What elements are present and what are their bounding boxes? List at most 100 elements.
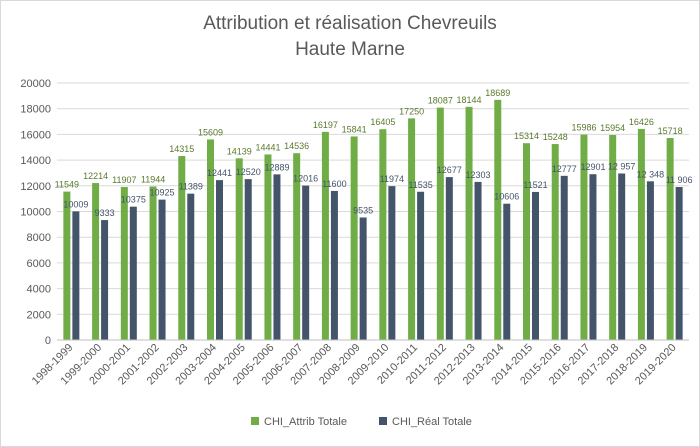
data-label: 15841 [342,124,367,134]
bar-real [359,217,367,340]
bar-attrib [92,183,100,340]
y-tick-label: 18000 [20,104,51,116]
y-tick-label: 2000 [27,309,51,321]
chart-subtitle: Haute Marne [295,39,405,60]
data-label: 11535 [408,180,432,190]
data-label: 14441 [255,142,280,152]
data-label: 11521 [523,180,547,190]
data-label: 9333 [95,208,115,218]
data-label: 15986 [571,123,596,133]
data-label: 11389 [179,182,203,192]
y-tick-label: 6000 [27,258,51,270]
legend-label-real: CHI_Réal Totale [392,416,472,428]
bar-attrib [63,191,71,340]
bar-attrib [235,158,243,340]
bar-attrib [436,107,444,340]
bar-real [675,187,683,340]
bar-attrib [264,154,272,340]
bar-real [646,181,654,340]
data-label: 15609 [198,127,223,137]
bar-real [302,185,310,340]
bar-attrib [551,144,559,340]
data-label: 15314 [514,131,539,141]
data-label: 10606 [494,192,519,202]
y-tick-label: 8000 [27,232,51,244]
data-label: 11907 [112,175,136,185]
bar-real [330,190,338,340]
data-label: 12777 [552,164,577,174]
data-label: 12441 [207,168,232,178]
bar-real [72,211,80,340]
bar-real [187,193,195,340]
y-tick-label: 16000 [20,129,51,141]
bar-real [244,179,252,340]
data-label: 14139 [227,146,252,156]
data-label: 11600 [322,179,346,189]
bar-real [417,191,425,340]
data-label: 12303 [466,170,491,180]
data-label: 11944 [141,175,165,185]
bar-real [445,177,453,340]
data-label: 10925 [150,188,175,198]
data-label: 11549 [55,180,79,190]
bar-real [532,191,539,340]
y-tick-label: 10000 [20,207,51,219]
data-label: 10375 [121,195,146,205]
data-label: 16426 [629,117,654,127]
bar-real [216,180,223,340]
bar-attrib [379,129,387,340]
bar-real [273,174,281,340]
data-label: 10009 [63,199,88,209]
data-label: 12520 [236,167,261,177]
bar-attrib [207,139,214,340]
data-label: 12889 [264,162,289,172]
data-label: 14315 [169,144,194,154]
data-label: 18144 [457,95,482,105]
bar-attrib [350,136,358,340]
bar-real [560,175,568,340]
data-label: 15954 [600,123,625,133]
legend-swatch-attrib [251,417,259,425]
bar-real [129,206,137,340]
bar-attrib [494,99,502,341]
bar-attrib [293,153,301,340]
bar-attrib [609,134,617,340]
data-label: 16405 [370,117,395,127]
data-label: 12 348 [637,169,665,179]
data-label: 17250 [399,106,424,116]
chart-title: Attribution et réalisation Chevreuils [203,13,497,34]
data-label: 12214 [83,171,108,181]
legend-swatch-real [379,417,387,425]
bar-attrib [637,128,645,340]
data-label: 11974 [380,174,404,184]
y-tick-label: 12000 [20,181,51,193]
data-label: 11 906 [666,175,693,185]
bar-attrib [120,186,128,340]
y-tick-label: 20000 [20,78,51,90]
bar-attrib [465,106,473,340]
bar-attrib [666,138,674,340]
data-label: 18689 [485,88,510,98]
bar-attrib [523,143,530,340]
data-label: 14536 [284,141,309,151]
bar-attrib [178,156,186,340]
data-label: 12677 [437,165,462,175]
data-label: 12901 [580,162,605,172]
bar-real [158,199,166,340]
data-label: 12016 [293,174,318,184]
data-label: 18087 [428,96,453,106]
bar-real [474,181,482,340]
data-label: 12 957 [608,162,636,172]
y-tick-label: 14000 [20,155,51,167]
bar-real [388,186,396,340]
bar-real [503,203,511,340]
data-label: 15718 [658,126,683,136]
bar-attrib [580,134,588,340]
legend-label-attrib: CHI_Attrib Totale [264,416,347,428]
bar-real [589,174,597,340]
bar-attrib [149,186,157,340]
y-tick-label: 4000 [27,284,51,296]
bar-real [618,173,626,340]
